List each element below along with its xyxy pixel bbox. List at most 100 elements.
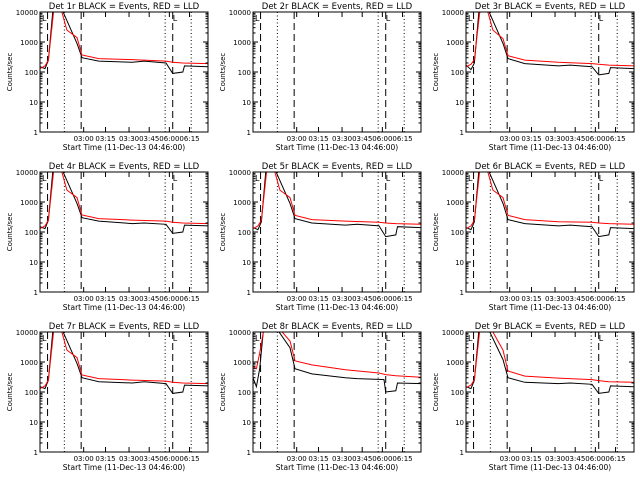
x-tick-label: 03:00 [500,135,520,143]
marker-letter: L [255,174,260,183]
x-tick-label: 03:30 [545,295,565,303]
x-tick-label: 03:00 [500,295,520,303]
x-tick-label: 03:45 [352,295,372,303]
marker-letter: L [173,174,178,183]
x-tick-label: 03:00 [287,455,307,463]
x-tick-label: 03:30 [119,295,139,303]
marker-letter: L [468,334,473,343]
lld-series-line [253,172,421,230]
panel-title: Det 1r BLACK = Events, RED = LLD [49,2,200,12]
y-tick-label: 100 [25,229,38,237]
y-tick-label: 10000 [229,169,251,177]
x-tick-label: 06:00 [159,295,179,303]
lld-series-line [40,172,208,230]
y-axis-label: Counts/sec [6,53,14,92]
y-axis-label: Counts/sec [432,213,440,252]
x-tick-label: 06:00 [372,455,392,463]
marker-letter: L [386,14,391,23]
panel-title: Det 2r BLACK = Events, RED = LLD [262,2,413,12]
y-axis-label: Counts/sec [219,213,227,252]
y-tick-label: 100 [451,389,464,397]
x-tick-label: 06:00 [585,455,605,463]
x-tick-label: 03:30 [119,135,139,143]
plot-frame [252,171,422,293]
y-tick-label: 10 [242,259,251,267]
marker-letter: L [599,334,604,343]
y-tick-label: 100 [25,69,38,77]
x-tick-label: 03:30 [332,455,352,463]
x-tick-label: 06:15 [179,295,199,303]
y-tick-label: 1 [460,289,464,297]
y-tick-label: 1 [247,289,251,297]
x-tick-label: 03:00 [287,135,307,143]
y-tick-label: 1 [247,449,251,457]
x-axis-label: Start Time (11-Dec-13 04:46:00) [489,143,611,152]
x-tick-label: 03:15 [95,295,115,303]
y-tick-label: 10 [455,259,464,267]
x-tick-label: 03:15 [95,455,115,463]
x-axis-label: Start Time (11-Dec-13 04:46:00) [276,463,398,472]
x-axis-label: Start Time (11-Dec-13 04:46:00) [63,143,185,152]
x-tick-label: 03:30 [545,455,565,463]
lld-series-line [466,12,634,68]
x-tick-label: 06:15 [605,455,625,463]
y-tick-label: 1000 [20,359,38,367]
x-tick-label: 06:00 [585,135,605,143]
x-tick-label: 03:45 [565,455,585,463]
panel-title: Det 3r BLACK = Events, RED = LLD [475,2,626,12]
y-tick-label: 1000 [20,199,38,207]
x-tick-label: 03:00 [74,455,94,463]
x-tick-label: 06:00 [159,135,179,143]
x-tick-label: 03:45 [139,455,159,463]
x-tick-label: 03:45 [352,455,372,463]
x-tick-label: 06:15 [392,295,412,303]
marker-letter: L [386,334,391,343]
lld-series-line [466,172,634,230]
x-tick-label: 03:00 [74,135,94,143]
x-tick-label: 03:15 [521,295,541,303]
panel-title: Det 5r BLACK = Events, RED = LLD [262,162,413,172]
y-tick-label: 1000 [233,359,251,367]
x-axis-label: Start Time (11-Dec-13 04:46:00) [489,463,611,472]
marker-letter: L [42,14,47,23]
marker-letter: L [173,334,178,343]
x-tick-label: 03:45 [352,135,372,143]
y-tick-label: 1 [247,129,251,137]
x-tick-label: 03:00 [500,455,520,463]
y-axis-label: Counts/sec [432,373,440,412]
panel-title: Det 4r BLACK = Events, RED = LLD [49,162,200,172]
y-tick-label: 1000 [20,39,38,47]
x-tick-label: 03:15 [308,135,328,143]
y-tick-label: 100 [451,69,464,77]
y-axis-label: Counts/sec [6,213,14,252]
x-tick-label: 03:30 [332,295,352,303]
x-tick-label: 03:30 [332,135,352,143]
plot-frame [465,171,635,293]
marker-letter: L [255,14,260,23]
y-tick-label: 1 [460,129,464,137]
y-tick-label: 1000 [446,359,464,367]
y-tick-label: 1 [460,449,464,457]
marker-letter: L [468,14,473,23]
y-tick-label: 10 [29,419,38,427]
x-tick-label: 03:15 [308,295,328,303]
panel-title: Det 6r BLACK = Events, RED = LLD [475,162,626,172]
y-tick-label: 10000 [229,9,251,17]
marker-letter: L [386,174,391,183]
marker-letter: L [468,174,473,183]
panel-title: Det 8r BLACK = Events, RED = LLD [262,322,413,332]
plot-frame [252,331,422,453]
y-tick-label: 100 [25,389,38,397]
x-axis-label: Start Time (11-Dec-13 04:46:00) [276,143,398,152]
plot-frame [252,11,422,133]
x-tick-label: 06:00 [372,295,392,303]
y-tick-label: 10000 [442,9,464,17]
x-tick-label: 03:30 [545,135,565,143]
y-tick-label: 100 [451,229,464,237]
x-tick-label: 06:00 [159,455,179,463]
